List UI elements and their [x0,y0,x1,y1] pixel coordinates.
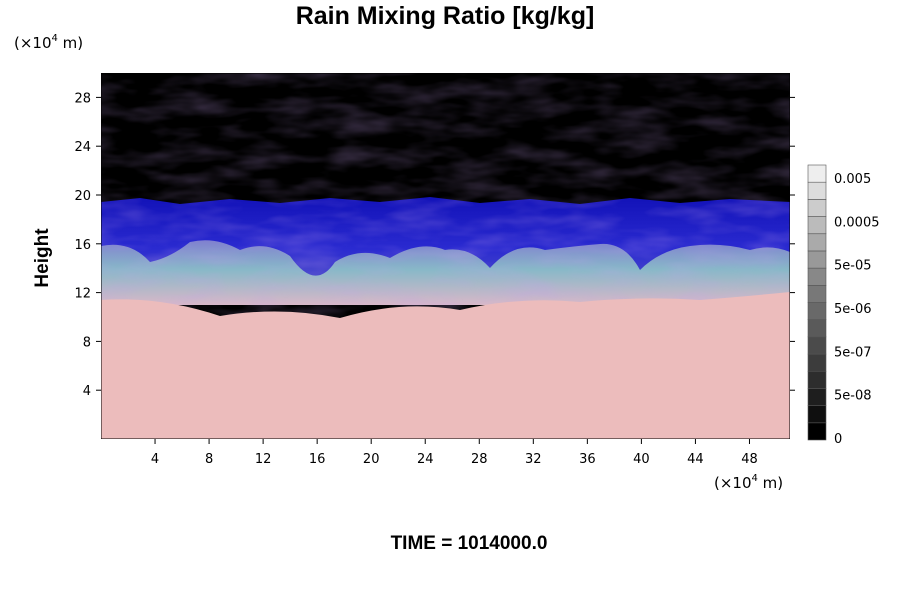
colorbar-swatch [807,422,827,441]
colorbar-swatch [807,336,827,355]
y-tick-label: 12 [74,287,91,302]
colorbar-label: 5e-05 [834,259,872,274]
time-label: TIME = 1014000.0 [391,533,548,554]
colorbar-swatch [807,181,827,200]
y-tick-label: 4 [83,384,91,399]
colorbar-swatch [807,319,827,338]
chart-title: Rain Mixing Ratio [kg/kg] [296,2,595,30]
x-tick-label: 28 [471,452,488,467]
colorbar-swatch [807,370,827,389]
colorbar-label: 5e-07 [834,345,872,360]
y-tick-label: 8 [83,335,91,350]
x-axis-unit: (×104 m) [714,473,783,492]
x-tick-label: 20 [363,452,380,467]
x-tick-label: 36 [579,452,596,467]
colorbar-label: 5e-06 [834,302,872,317]
x-tick-label: 16 [309,452,326,467]
colorbar-swatch [807,285,827,303]
colorbar-swatch [807,199,827,217]
colorbar-labels: 0.005 0.0005 5e-05 5e-06 5e-07 5e-08 0 [834,172,880,447]
colorbar-swatch [807,267,827,286]
colorbar-swatch [807,250,827,269]
x-tick-label: 48 [741,452,758,467]
x-tick-label: 8 [205,452,213,467]
y-tick-label: 20 [74,189,91,204]
colorbar-swatch [807,216,827,235]
colorbar-label: 0.0005 [834,215,880,230]
y-axis-label: Height [32,228,53,288]
x-tick-label: 40 [633,452,650,467]
colorbar-label: 0.005 [834,172,871,187]
x-axis-ticks: 4 8 12 16 20 24 28 32 36 40 44 48 [151,439,758,467]
x-tick-label: 4 [151,452,159,467]
colorbar-swatch [807,302,827,320]
colorbar-swatch [807,405,827,424]
colorbar-swatch [807,233,827,252]
heatmap-region-lower [101,292,790,439]
colorbar-label: 5e-08 [834,389,872,404]
colorbar [807,164,827,441]
x-tick-label: 12 [255,452,272,467]
y-tick-label: 16 [74,238,91,253]
x-tick-label: 24 [417,452,434,467]
colorbar-swatch [807,388,827,406]
x-tick-label: 44 [687,452,704,467]
colorbar-swatch [807,353,827,372]
y-axis-ticks: 4 8 12 16 20 24 28 [74,91,795,399]
colorbar-swatch [807,164,827,183]
y-axis-unit: (×104 m) [14,33,83,52]
y-tick-label: 28 [74,91,91,106]
x-tick-label: 32 [525,452,542,467]
colorbar-label: 0 [834,432,842,447]
y-tick-label: 24 [74,140,91,155]
heatmap-field [101,73,790,439]
